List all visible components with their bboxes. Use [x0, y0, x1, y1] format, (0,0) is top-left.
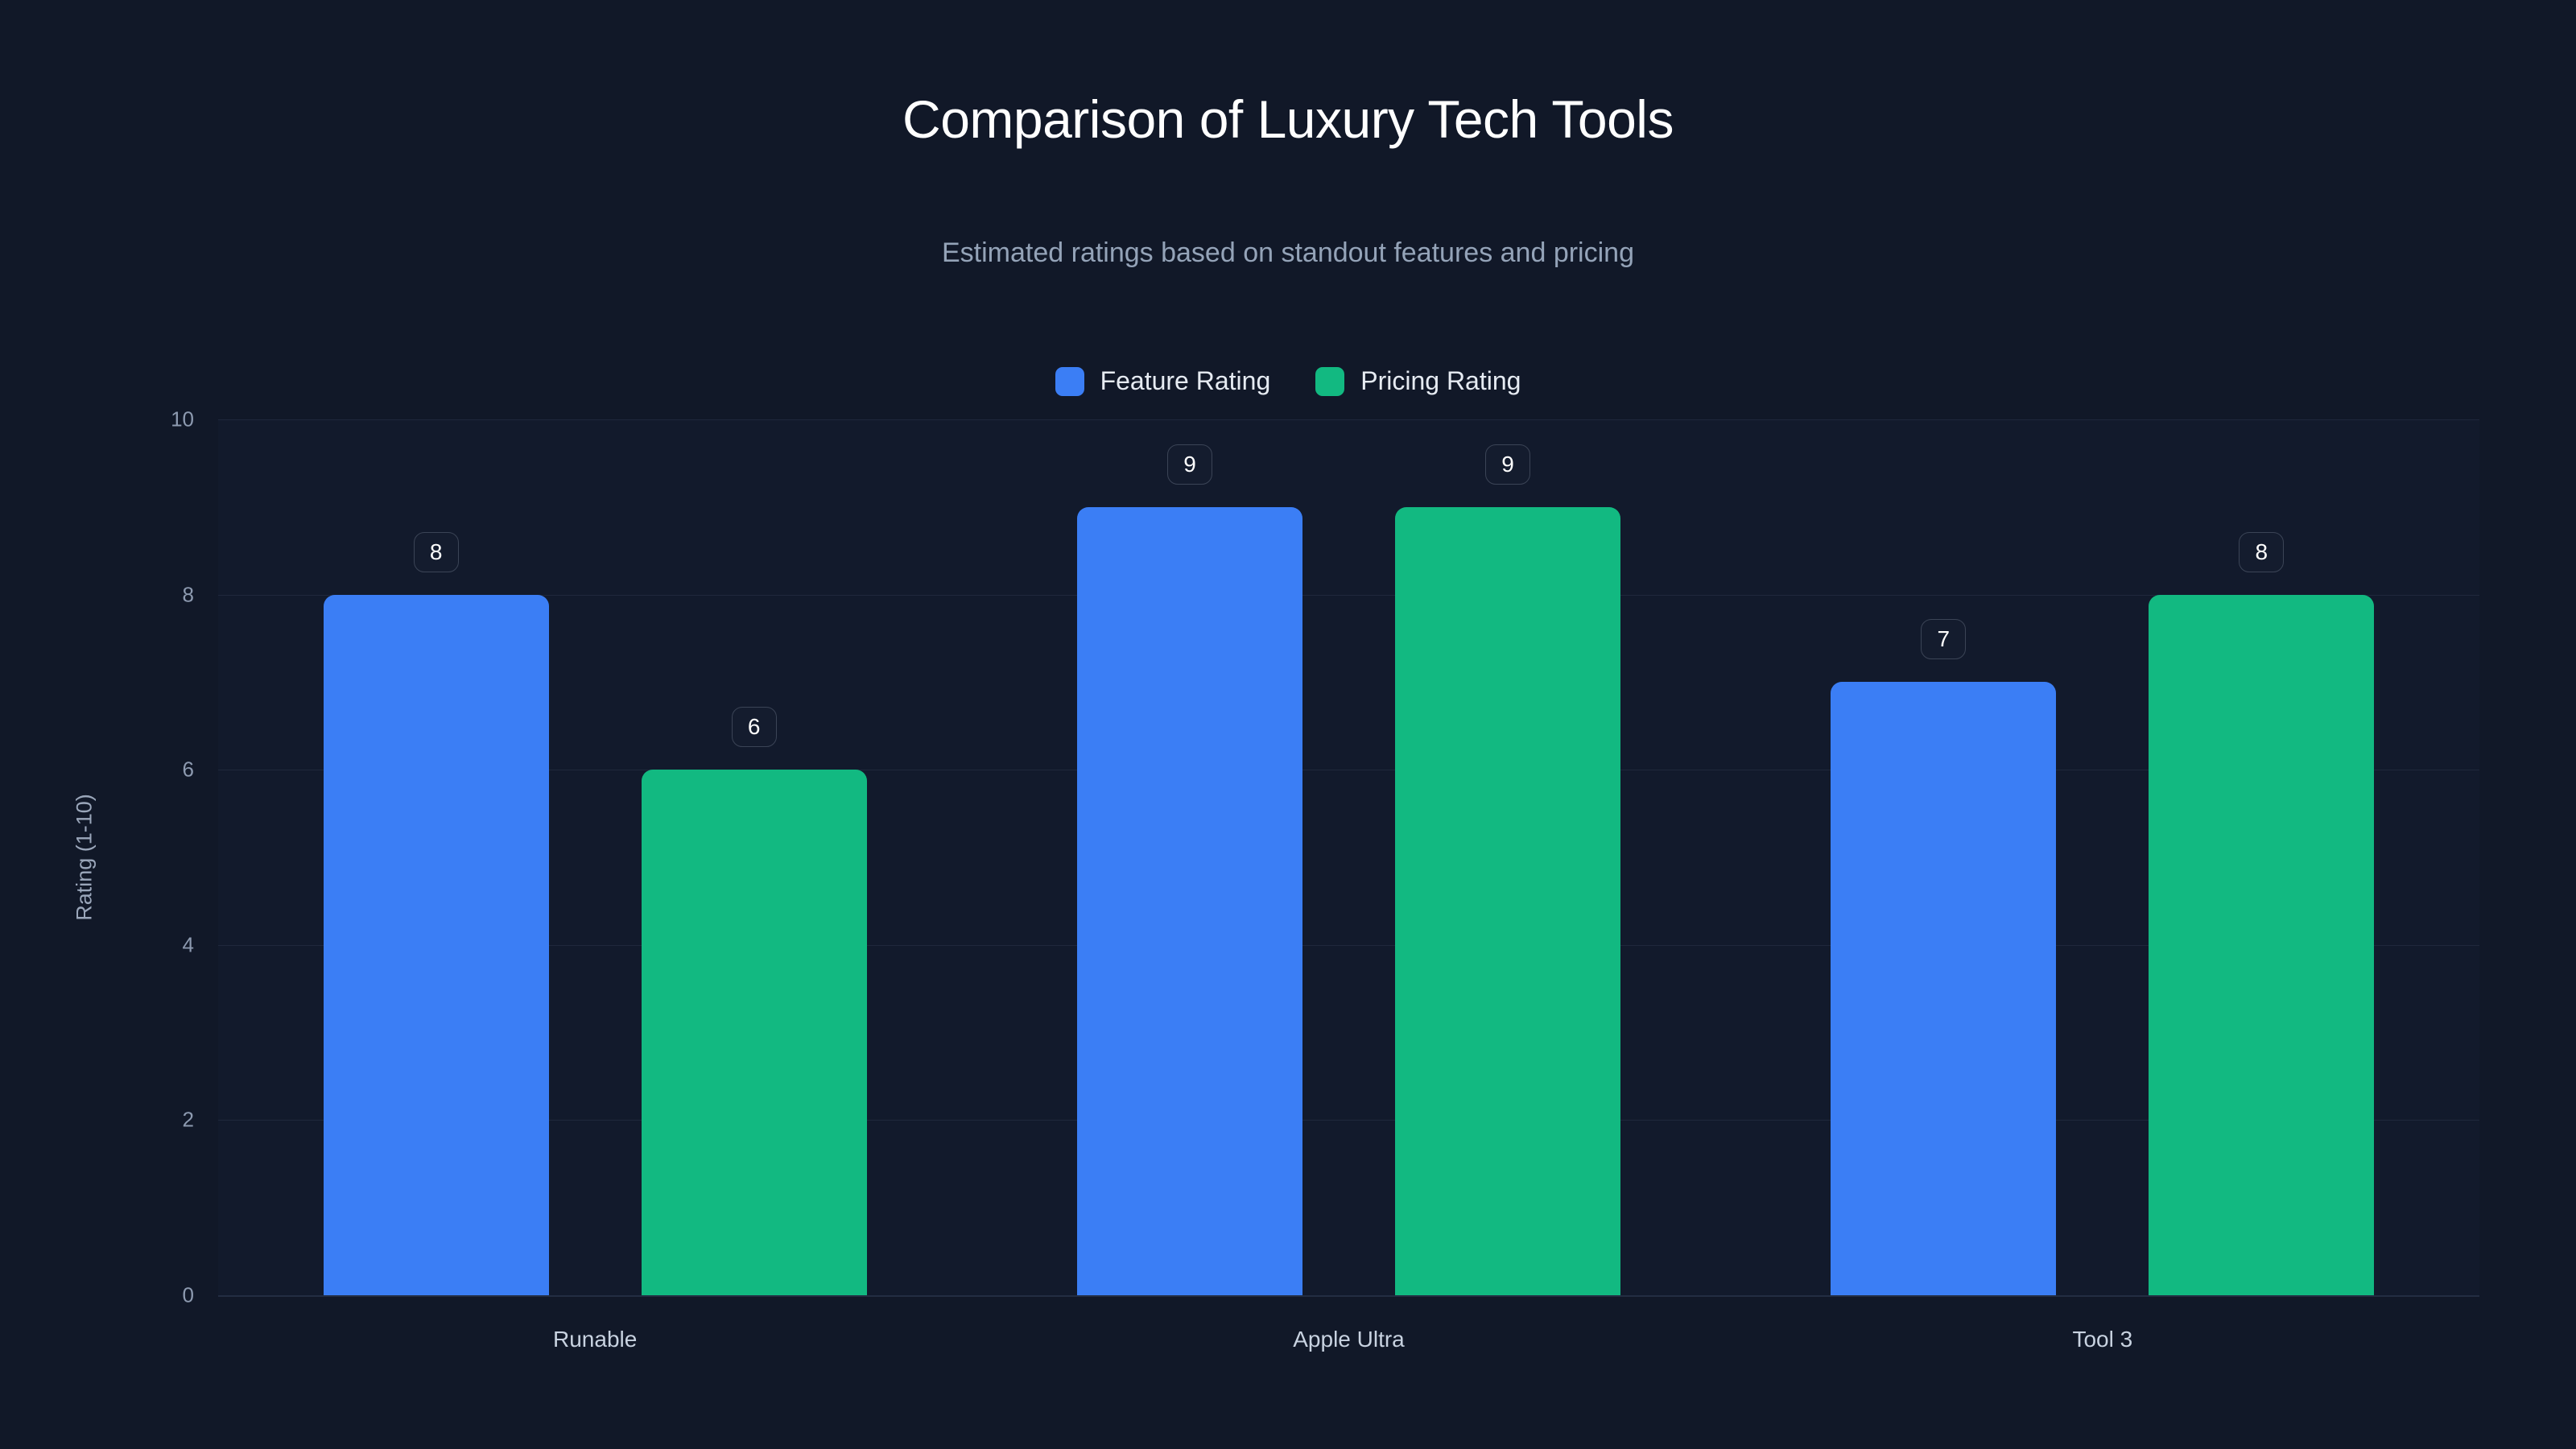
x-category-label: Apple Ultra	[1293, 1327, 1405, 1352]
bar-value-badge: 7	[1921, 619, 1967, 660]
y-tick-label-8: 8	[182, 582, 194, 607]
bar[interactable]	[1831, 682, 2057, 1295]
y-tick-label-4: 4	[182, 932, 194, 957]
legend-item-label: Feature Rating	[1100, 366, 1271, 395]
rounded-square-swatch	[1315, 366, 1345, 396]
legend-item-0[interactable]: Feature Rating	[1055, 366, 1271, 396]
bar-value-badge: 6	[731, 707, 777, 748]
page-subtitle: Estimated ratings based on standout feat…	[942, 237, 1634, 268]
plot-area	[218, 419, 2479, 1296]
gridline-y-8	[218, 594, 2479, 596]
y-tick-label-2: 2	[182, 1107, 194, 1132]
x-category-label: Tool 3	[2072, 1327, 2133, 1352]
bar[interactable]	[1077, 506, 1302, 1295]
bar[interactable]	[323, 594, 549, 1295]
bar-value-badge: 9	[1167, 444, 1212, 485]
gridline-y-2	[218, 1120, 2479, 1121]
y-tick-label-10: 10	[171, 407, 194, 431]
x-axis-line	[218, 1295, 2479, 1297]
x-category-label: Runable	[553, 1327, 638, 1352]
bar[interactable]	[1395, 506, 1620, 1295]
page-title: Comparison of Luxury Tech Tools	[902, 89, 1674, 149]
gridline-y-4	[218, 944, 2479, 946]
bar[interactable]	[2149, 594, 2375, 1295]
legend-item-label: Pricing Rating	[1360, 366, 1521, 395]
bar-value-badge: 8	[2239, 531, 2285, 572]
y-tick-label-0: 0	[182, 1282, 194, 1307]
y-axis-title: Rating (1-10)	[72, 794, 97, 921]
legend-item-1[interactable]: Pricing Rating	[1315, 366, 1521, 396]
rounded-square-swatch	[1055, 366, 1084, 396]
gridline-y-10	[218, 419, 2479, 420]
bar-value-badge: 8	[413, 531, 459, 572]
bar[interactable]	[641, 770, 867, 1295]
bar-value-badge: 9	[1485, 444, 1530, 485]
y-tick-label-6: 6	[182, 757, 194, 782]
chart-legend: Feature Rating Pricing Rating	[0, 366, 2576, 396]
